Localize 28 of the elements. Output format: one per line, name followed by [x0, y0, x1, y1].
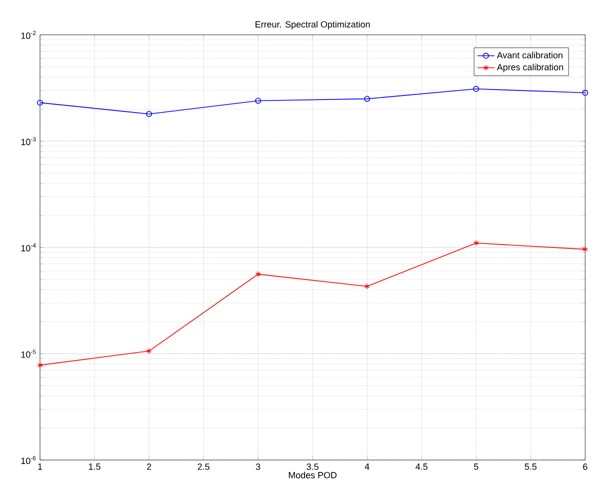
x-tick-label: 4.5 [416, 464, 428, 470]
point [255, 271, 261, 278]
point [146, 111, 152, 117]
y-tick-label: 10$^{-6}$ [21, 456, 36, 464]
y-tick-label: 10$^{-2}$ [21, 30, 36, 39]
x-tick-label: 6 [583, 464, 588, 470]
y-tick-label: 10$^{-3}$ [21, 137, 36, 146]
point [473, 86, 480, 92]
x-tick-label: 2 [146, 464, 152, 470]
point [255, 98, 262, 104]
legend-label: Avant calibration [496, 52, 562, 58]
point [473, 240, 479, 246]
x-tick-label: 5.5 [524, 464, 537, 470]
y-tick-label: 10$^{-4}$ [21, 243, 36, 252]
y-tick-label: 10$^{-5}$ [21, 350, 36, 358]
x-tick-label: 4 [364, 464, 370, 470]
x-tick-label: 2.5 [198, 464, 210, 470]
x-tick-label: 1 [38, 464, 42, 470]
legend-label: Apres calibration [496, 64, 564, 72]
x-axis-title: Modes POD [288, 472, 337, 478]
point [364, 96, 370, 102]
x-tick-label: 5 [474, 464, 478, 470]
point [146, 348, 152, 354]
x-tick-label: 3.5 [306, 464, 318, 470]
point [364, 283, 370, 290]
chart-title: Erreur. Spectral Optimization [256, 20, 370, 30]
x-tick-label: 1.5 [88, 464, 100, 470]
x-tick-label: 3 [256, 464, 260, 470]
